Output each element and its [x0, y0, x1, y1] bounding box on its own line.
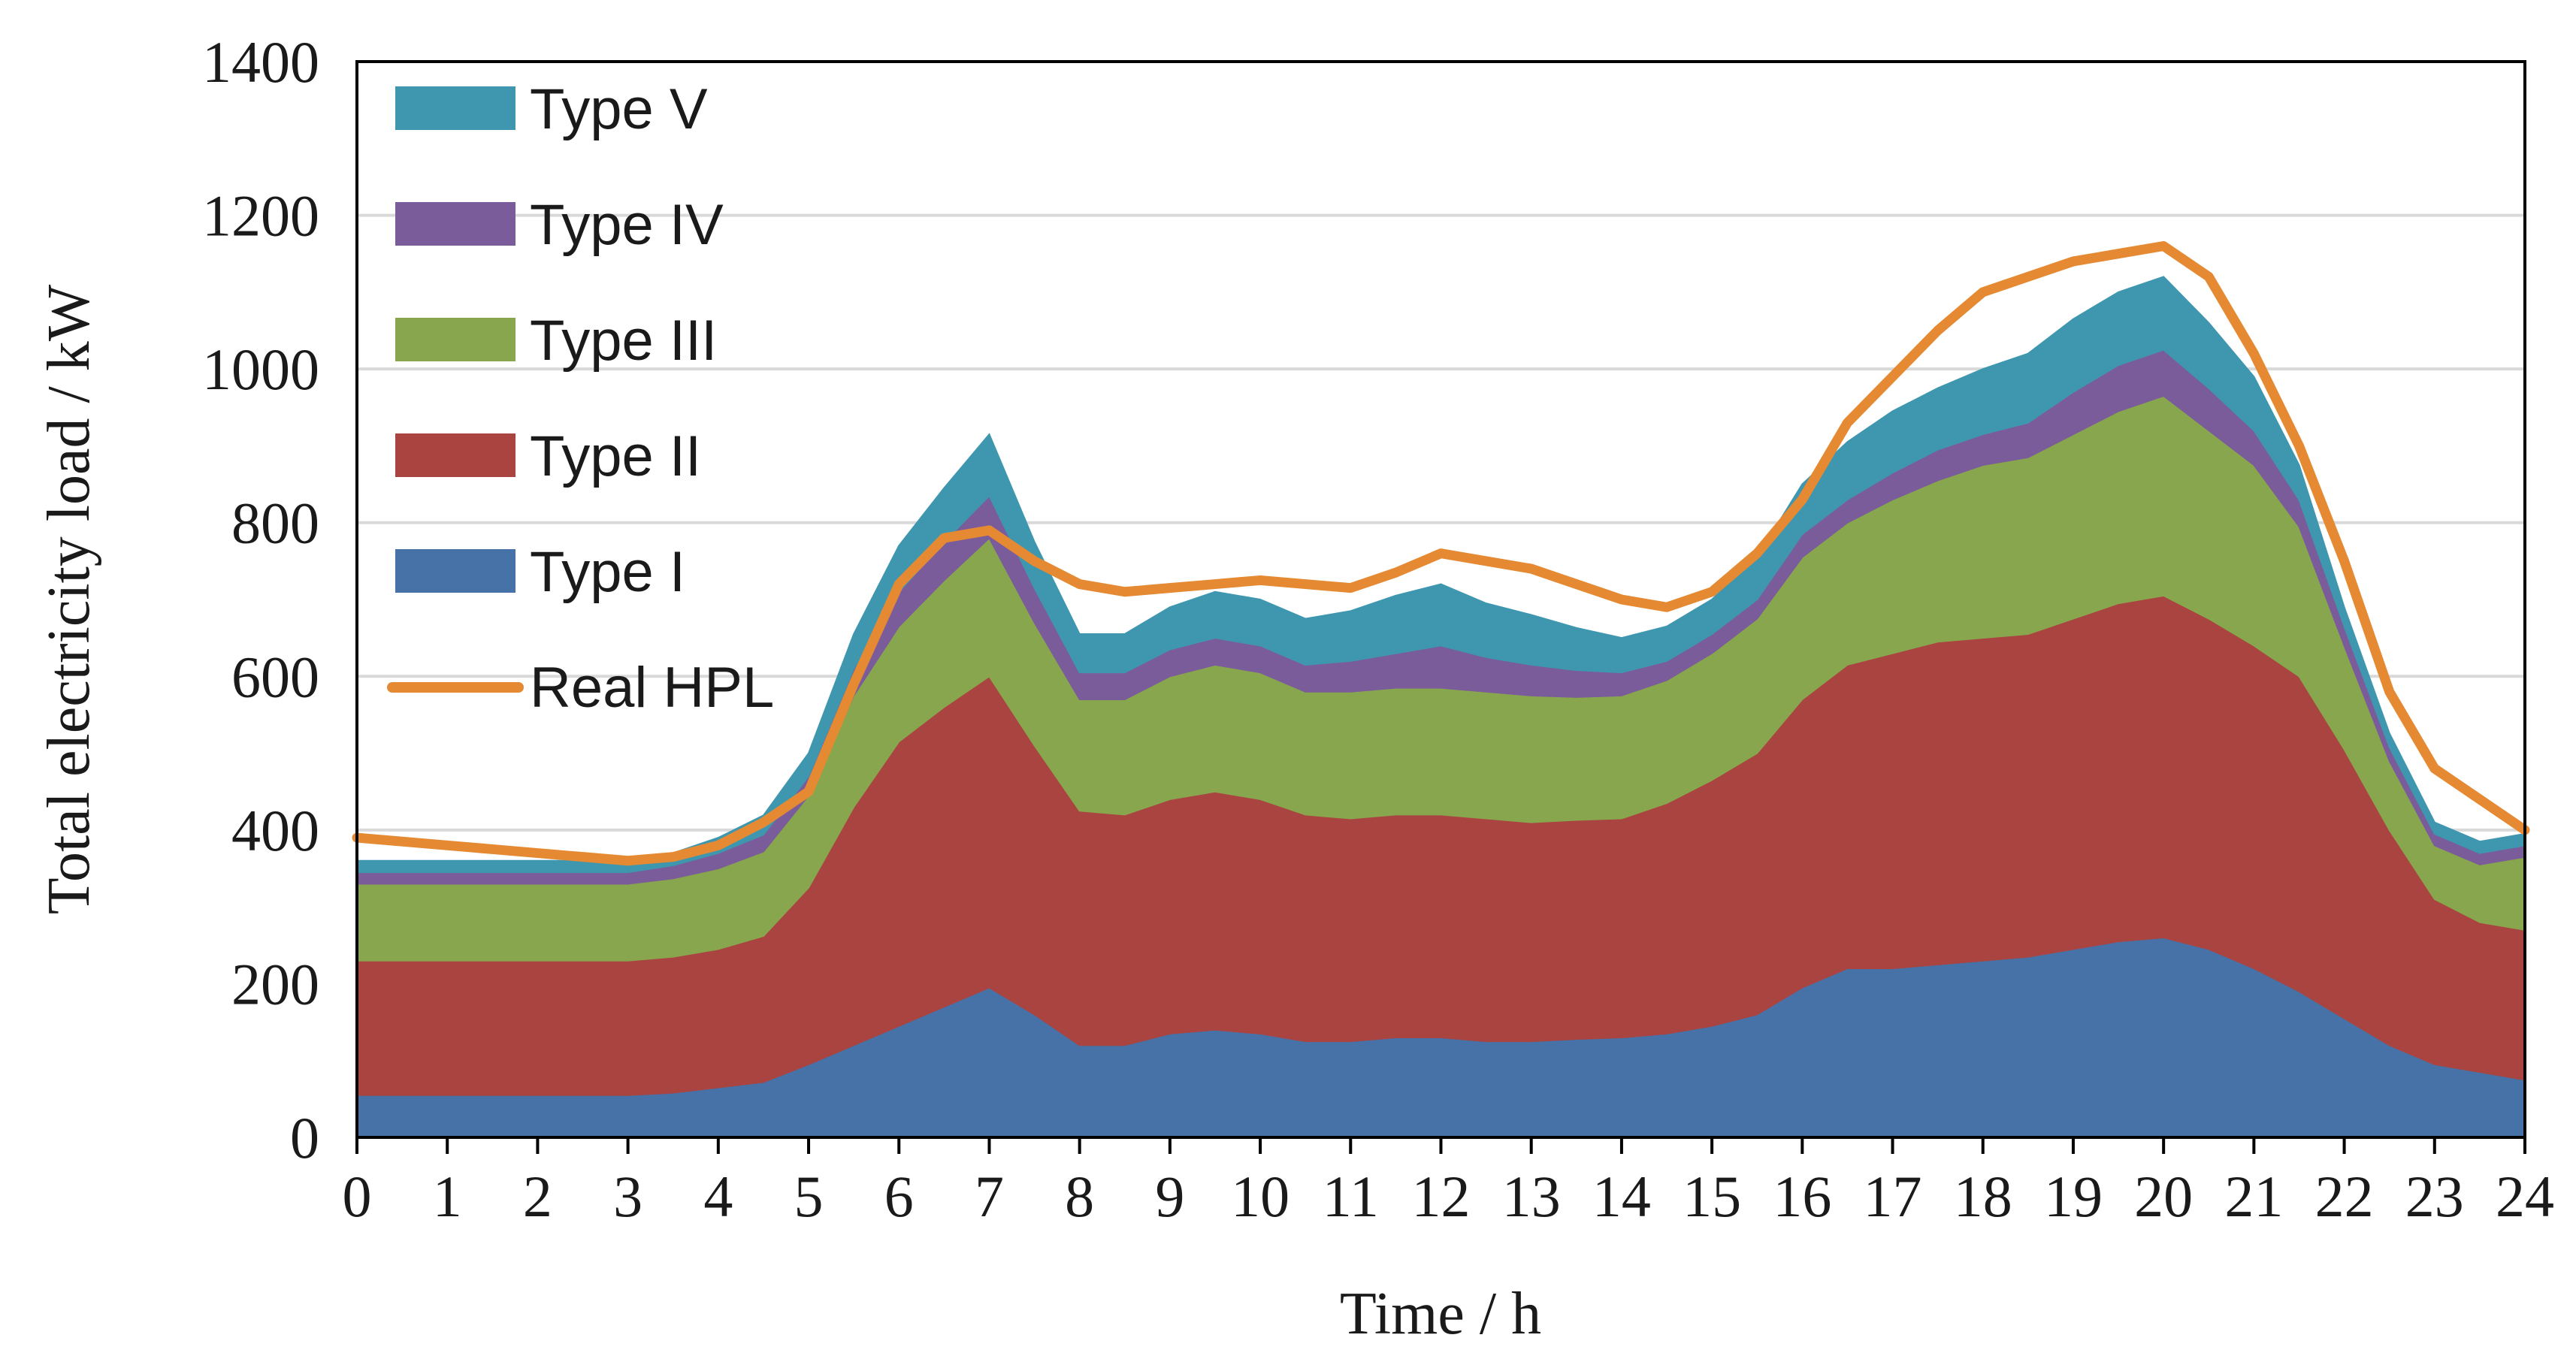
x-tick-label-3: 3 [613, 1164, 642, 1229]
y-tick-label-0: 0 [290, 1105, 319, 1170]
y-tick-label-800: 800 [231, 491, 319, 556]
y-axis-title: Total electricity load / kW [36, 284, 102, 914]
x-tick-label-11: 11 [1323, 1164, 1379, 1229]
x-tick-label-19: 19 [2044, 1164, 2103, 1229]
legend-label-type-ii: Type II [530, 424, 701, 488]
y-tick-label-200: 200 [231, 951, 319, 1016]
line-layer [352, 240, 2530, 866]
y-tick-label-1400: 1400 [202, 29, 319, 95]
y-tick-label-400: 400 [231, 798, 319, 863]
x-tick-label-9: 9 [1155, 1164, 1184, 1229]
y-tick-label-1000: 1000 [202, 337, 319, 402]
legend-label-type-v: Type V [530, 77, 708, 141]
legend-swatch-type-iii [395, 318, 516, 361]
legend-swatch-type-i [395, 549, 516, 593]
legend-swatch-type-v [395, 86, 516, 130]
x-tick-label-0: 0 [343, 1164, 372, 1229]
x-tick-label-10: 10 [1231, 1164, 1290, 1229]
x-tick-label-5: 5 [794, 1164, 824, 1229]
legend-label-type-i: Type I [530, 540, 685, 604]
x-tick-label-23: 23 [2405, 1164, 2464, 1229]
x-axis-title: Time / h [1340, 1281, 1541, 1347]
x-tick-label-4: 4 [703, 1164, 733, 1229]
x-tick-label-17: 17 [1864, 1164, 1922, 1229]
x-tick-label-7: 7 [975, 1164, 1004, 1229]
legend-swatch-type-ii [395, 433, 516, 477]
legend-label-real-hpl: Real HPL [530, 656, 774, 720]
x-tick-label-2: 2 [523, 1164, 552, 1229]
legend-label-type-iv: Type IV [530, 193, 724, 257]
x-tick-label-14: 14 [1592, 1164, 1651, 1229]
x-tick-label-8: 8 [1065, 1164, 1094, 1229]
x-tick-label-6: 6 [884, 1164, 914, 1229]
legend: Type V Type IV Type III Type II Type I Real H… [387, 77, 774, 720]
legend-swatch-type-iv [395, 202, 516, 246]
x-tick-label-21: 21 [2224, 1164, 2283, 1229]
x-tick-label-1: 1 [433, 1164, 462, 1229]
y-tick-label-600: 600 [231, 644, 319, 709]
x-tick-label-22: 22 [2315, 1164, 2374, 1229]
legend-label-type-iii: Type III [530, 309, 717, 373]
axis-layer: 0 1 2 3 4 5 6 7 8 9 10 11 12 13 14 15 16 17 18 19 20 21 22 23 24… [202, 29, 2554, 1229]
x-tick-label-16: 16 [1773, 1164, 1831, 1229]
x-tick-label-12: 12 [1412, 1164, 1471, 1229]
x-tick-label-18: 18 [1954, 1164, 2012, 1229]
y-tick-label-1200: 1200 [202, 183, 319, 249]
x-tick-label-24: 24 [2496, 1164, 2554, 1229]
line-real-hpl [352, 240, 2530, 866]
x-tick-label-15: 15 [1683, 1164, 1741, 1229]
x-tick-label-13: 13 [1502, 1164, 1561, 1229]
x-tick-label-20: 20 [2134, 1164, 2193, 1229]
